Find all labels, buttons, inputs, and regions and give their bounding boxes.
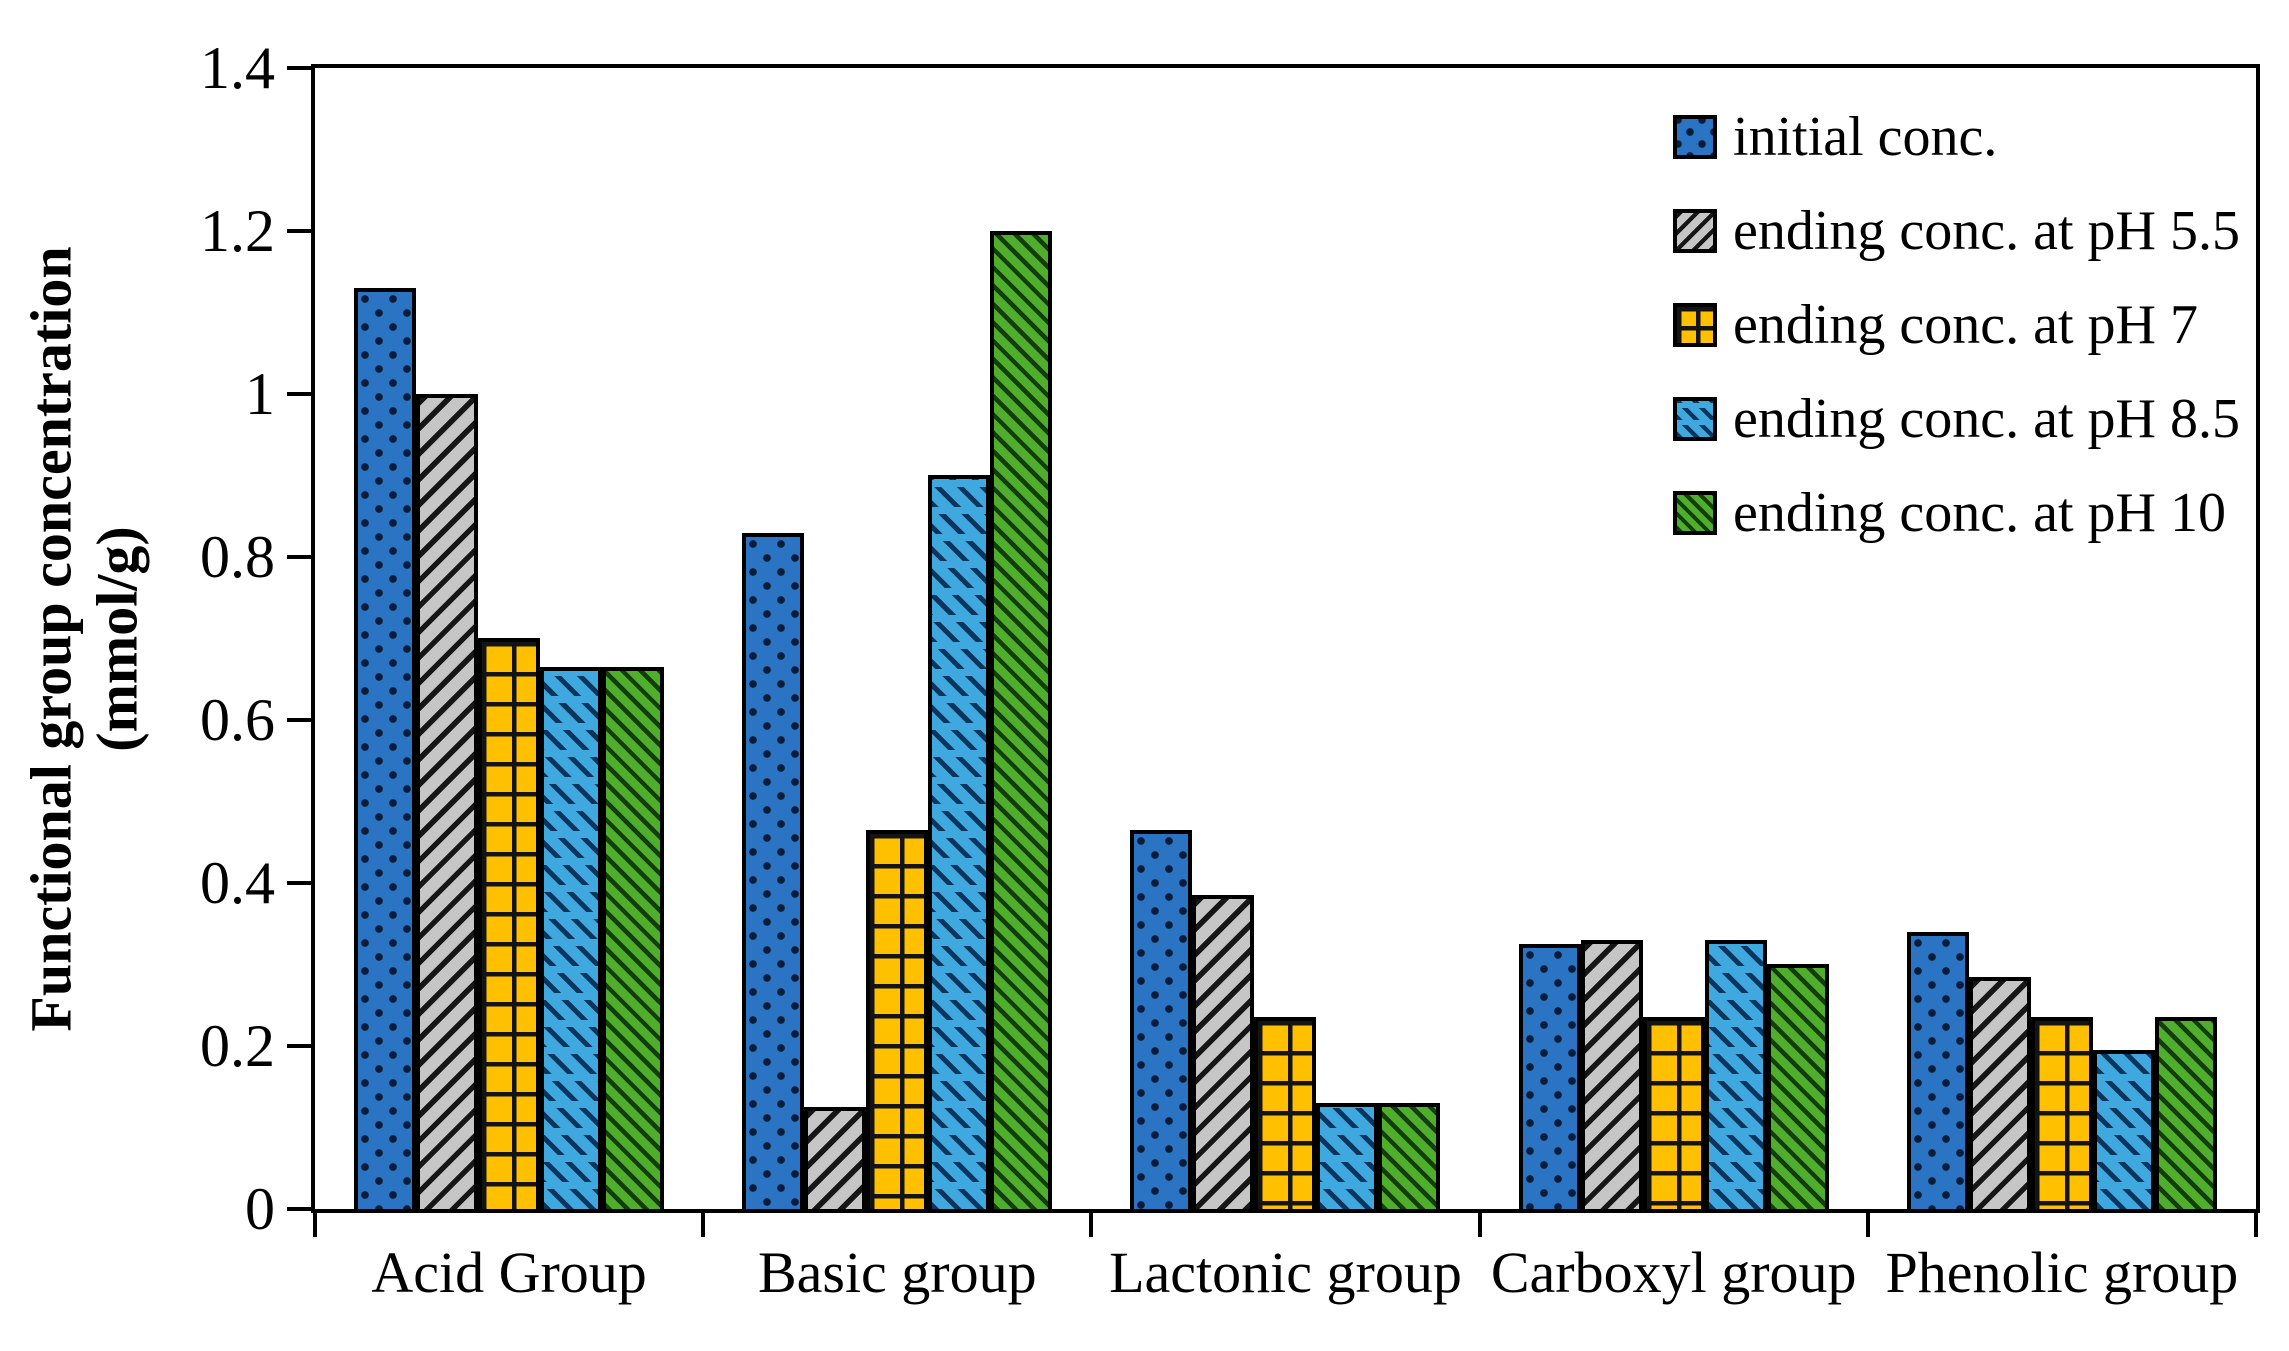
x-category-label: Basic group — [757, 1240, 1037, 1305]
bar-group-carboxyl-group — [1480, 68, 1868, 1209]
legend-label: ending conc. at pH 5.5 — [1733, 200, 2240, 262]
legend-row: ending conc. at pH 8.5 — [1673, 372, 2240, 466]
y-tick-mark — [287, 66, 311, 70]
y-tick-mark — [287, 392, 311, 396]
y-axis-title-line1: Functional group concentration — [19, 245, 84, 1032]
legend-swatch-dash-diag — [1673, 397, 1718, 441]
bar — [1766, 964, 1829, 1209]
x-tick-mark — [1477, 1213, 1482, 1237]
bar — [742, 533, 805, 1209]
y-tick-label: 0.6 — [200, 687, 275, 753]
bar — [2092, 1050, 2155, 1209]
bar — [1580, 940, 1643, 1209]
y-tick-label: 0.2 — [200, 1013, 275, 1079]
bar-group-basic-group — [703, 68, 1091, 1209]
y-tick-label: 1 — [245, 361, 275, 427]
x-category-label: Lactonic group — [1109, 1240, 1462, 1305]
bar — [2030, 1017, 2093, 1209]
x-tick-mark — [1089, 1213, 1094, 1237]
y-tick-label: 1.4 — [200, 35, 275, 101]
x-tick-mark — [1865, 1213, 1870, 1237]
bar — [1254, 1017, 1317, 1209]
bar-group-lactonic-group — [1091, 68, 1479, 1209]
legend-row: ending conc. at pH 5.5 — [1673, 184, 2240, 278]
bar-group-acid-group — [315, 68, 703, 1209]
bar — [1968, 977, 2031, 1209]
bar — [1130, 830, 1193, 1209]
bar — [602, 667, 665, 1209]
bar — [354, 288, 417, 1209]
x-category-label: Carboxyl group — [1490, 1240, 1857, 1305]
y-tick-label: 0 — [245, 1176, 275, 1242]
bar — [1192, 895, 1255, 1209]
bar — [1518, 944, 1581, 1209]
legend-label: ending conc. at pH 8.5 — [1733, 388, 2240, 450]
bar — [540, 667, 603, 1209]
x-tick-mark — [313, 1213, 317, 1237]
bar — [1316, 1103, 1379, 1209]
y-tick-label: 0.8 — [200, 524, 275, 590]
legend-swatch-dots — [1673, 115, 1718, 159]
y-tick-label: 0.4 — [200, 850, 275, 916]
y-tick-mark — [287, 718, 311, 722]
y-tick-mark — [287, 555, 311, 559]
bar — [866, 830, 929, 1209]
bar — [2154, 1017, 2217, 1209]
y-tick-mark — [287, 881, 311, 885]
bar — [1642, 1017, 1705, 1209]
y-tick-mark — [287, 1207, 311, 1211]
bar — [928, 475, 991, 1209]
legend-row: ending conc. at pH 10 — [1673, 466, 2240, 560]
bar — [478, 638, 541, 1209]
y-tick-label: 1.2 — [200, 198, 275, 264]
legend-swatch-diag-down — [1673, 491, 1718, 535]
plot-area: initial conc. ending conc. at pH 5.5 endin… — [311, 64, 2260, 1213]
x-tick-mark — [2254, 1213, 2258, 1237]
x-category-label: Acid Group — [371, 1240, 647, 1305]
bar — [804, 1107, 867, 1209]
legend: initial conc. ending conc. at pH 5.5 endin… — [1673, 90, 2240, 560]
bar — [1906, 932, 1969, 1209]
bar — [416, 394, 479, 1209]
legend-label: initial conc. — [1733, 106, 1998, 168]
legend-swatch-grid — [1673, 303, 1718, 347]
x-category-label: Phenolic group — [1885, 1240, 2239, 1305]
x-tick-mark — [701, 1213, 706, 1237]
legend-row: initial conc. — [1673, 90, 2240, 184]
bar — [1704, 940, 1767, 1209]
y-tick-mark — [287, 229, 311, 233]
bar — [990, 231, 1053, 1209]
legend-label: ending conc. at pH 10 — [1733, 482, 2226, 544]
bar-group-phenolic-group — [1868, 68, 2256, 1209]
legend-swatch-diag-up — [1673, 209, 1718, 253]
y-tick-mark — [287, 1044, 311, 1048]
bar — [1378, 1103, 1441, 1209]
legend-row: ending conc. at pH 7 — [1673, 278, 2240, 372]
legend-label: ending conc. at pH 7 — [1733, 294, 2198, 356]
